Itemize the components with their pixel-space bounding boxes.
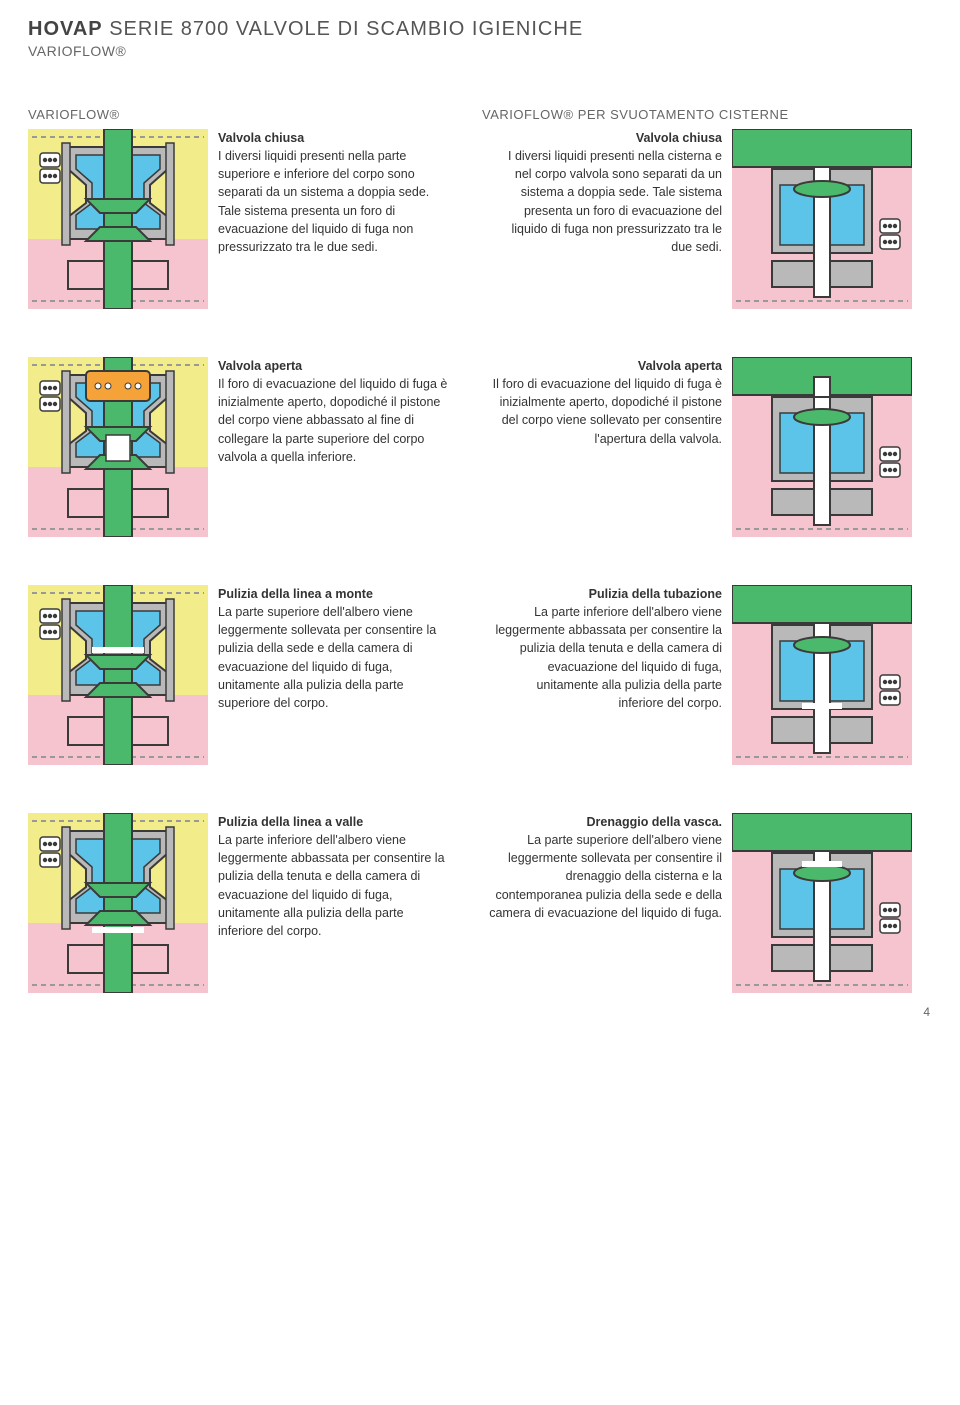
spacer (732, 107, 912, 123)
row1-right-title: Valvola chiusa (488, 129, 722, 147)
row2-right-body: Il foro di evacuazione del liquido di fu… (488, 375, 722, 448)
diagram-right-2 (732, 357, 912, 537)
page-subtitle: VARIOFLOW® (28, 43, 932, 59)
row3-right-title: Pulizia della tubazione (488, 585, 722, 603)
row4-left-body: La parte inferiore dell'albero viene leg… (218, 831, 452, 940)
row-3: Pulizia della linea a monte La parte sup… (28, 585, 932, 765)
row1-left-body: I diversi liquidi presenti nella parte s… (218, 147, 452, 256)
page-title: HOVAP SERIE 8700 VALVOLE DI SCAMBIO IGIE… (28, 18, 932, 41)
right-section-label: VARIOFLOW® PER SVUOTAMENTO CISTERNE (482, 107, 722, 123)
row4-left-title: Pulizia della linea a valle (218, 813, 452, 831)
row-4: Pulizia della linea a valle La parte inf… (28, 813, 932, 993)
row3-right-body: La parte inferiore dell'albero viene leg… (488, 603, 722, 712)
diagram-left-4 (28, 813, 208, 993)
row-1: VARIOFLOW® Valvola chiusa I diversi liqu… (28, 107, 932, 309)
spacer (218, 107, 452, 123)
left-section-label: VARIOFLOW® (28, 107, 208, 123)
diagram-left-3 (28, 585, 208, 765)
row2-right-title: Valvola aperta (488, 357, 722, 375)
title-rest: SERIE 8700 VALVOLE DI SCAMBIO IGIENICHE (103, 18, 584, 40)
diagram-right-4 (732, 813, 912, 993)
page-number: 4 (923, 1005, 930, 1019)
row-2: Valvola aperta Il foro di evacuazione de… (28, 357, 932, 537)
diagram-right-1 (732, 129, 912, 309)
row1-right-body: I diversi liquidi presenti nella cistern… (488, 147, 722, 256)
row2-left-title: Valvola aperta (218, 357, 452, 375)
row4-right-title: Drenaggio della vasca. (488, 813, 722, 831)
diagram-right-3 (732, 585, 912, 765)
row2-left-body: Il foro di evacuazione del liquido di fu… (218, 375, 452, 466)
diagram-left-1 (28, 129, 208, 309)
row3-left-body: La parte superiore dell'albero viene leg… (218, 603, 452, 712)
row4-right-body: La parte superiore dell'albero viene leg… (488, 831, 722, 922)
diagram-left-2 (28, 357, 208, 537)
row1-left-title: Valvola chiusa (218, 129, 452, 147)
row3-left-title: Pulizia della linea a monte (218, 585, 452, 603)
title-bold: HOVAP (28, 18, 103, 40)
